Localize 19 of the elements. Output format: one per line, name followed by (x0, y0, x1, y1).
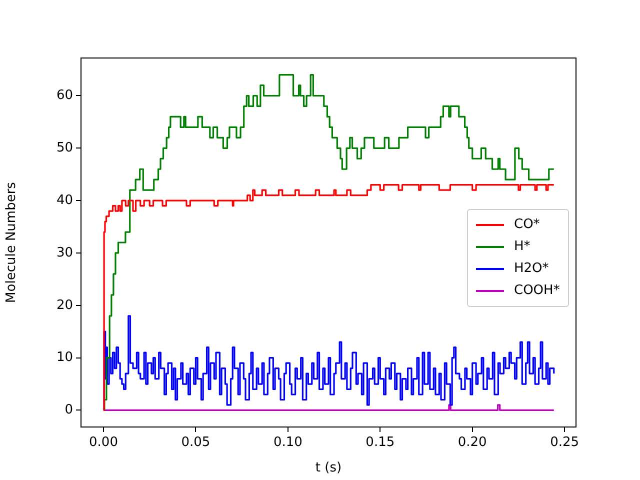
legend-label: H* (514, 239, 530, 254)
x-tick-label: 0.10 (273, 435, 302, 450)
legend-label: H2O* (514, 261, 549, 276)
x-tick-label: 0.15 (366, 435, 395, 450)
y-tick-label: 20 (56, 298, 73, 313)
y-tick-label: 40 (56, 192, 73, 208)
x-tick-label: 0.05 (181, 435, 210, 450)
x-tick-label: 0.25 (550, 435, 580, 450)
y-axis-title: Molecule Numbers (4, 182, 20, 303)
x-tick-label: 0.00 (89, 435, 118, 450)
x-axis-title: t (s) (315, 460, 342, 476)
y-tick-label: 60 (56, 88, 73, 104)
legend-label: CO* (514, 217, 540, 232)
x-tick-label: 0.20 (458, 435, 487, 450)
legend-label: COOH* (514, 283, 560, 298)
y-tick-label: 10 (56, 350, 73, 366)
y-tick-label: 30 (56, 245, 73, 260)
y-tick-label: 0 (64, 402, 73, 418)
y-tick-label: 50 (56, 140, 73, 156)
